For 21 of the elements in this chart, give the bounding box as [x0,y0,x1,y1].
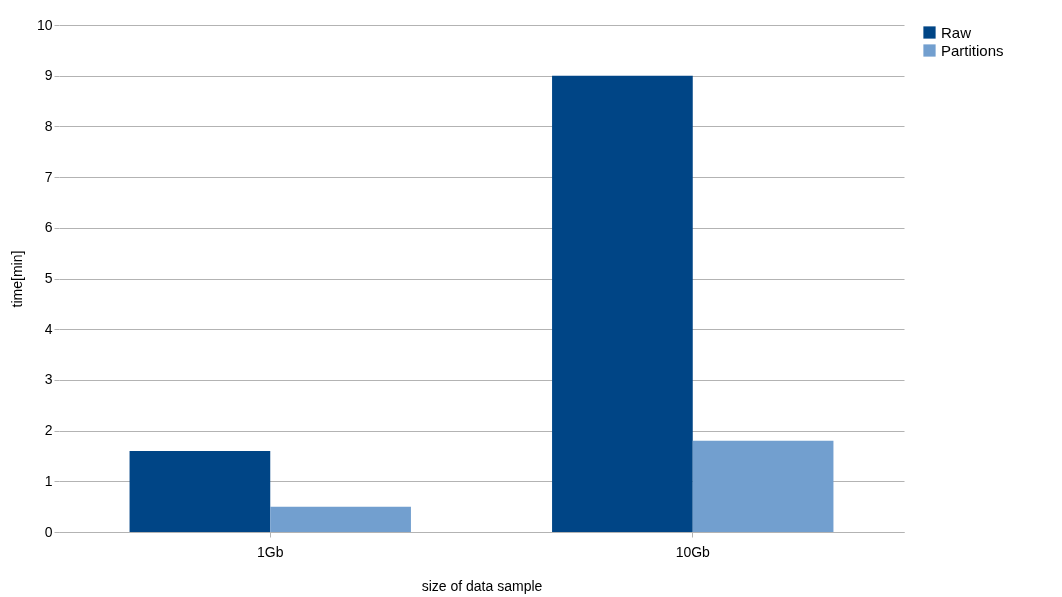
legend-label: Raw [941,23,972,41]
bar [552,75,693,532]
y-tick-label: 0 [44,523,53,540]
legend-label: Partitions [941,41,1004,59]
bar [270,506,411,532]
y-axis-title: time[min] [8,250,25,308]
y-tick-label: 4 [44,320,53,337]
y-tick-label: 3 [44,371,53,388]
bar [129,450,271,532]
y-tick-label: 2 [44,422,53,439]
y-tick-label: 8 [44,117,53,134]
x-axis-title: size of data sample [421,577,543,594]
y-tick-label: 5 [44,270,53,286]
x-tick-label: 1Gb [257,543,284,560]
y-tick-label: 9 [44,67,53,84]
y-tick-label: 6 [44,219,53,236]
bar [692,440,834,532]
x-tick-label: 10Gb [675,543,711,560]
y-tick-label: 10 [36,16,53,33]
y-tick-label: 7 [44,168,53,185]
y-tick-label: 1 [44,472,53,489]
